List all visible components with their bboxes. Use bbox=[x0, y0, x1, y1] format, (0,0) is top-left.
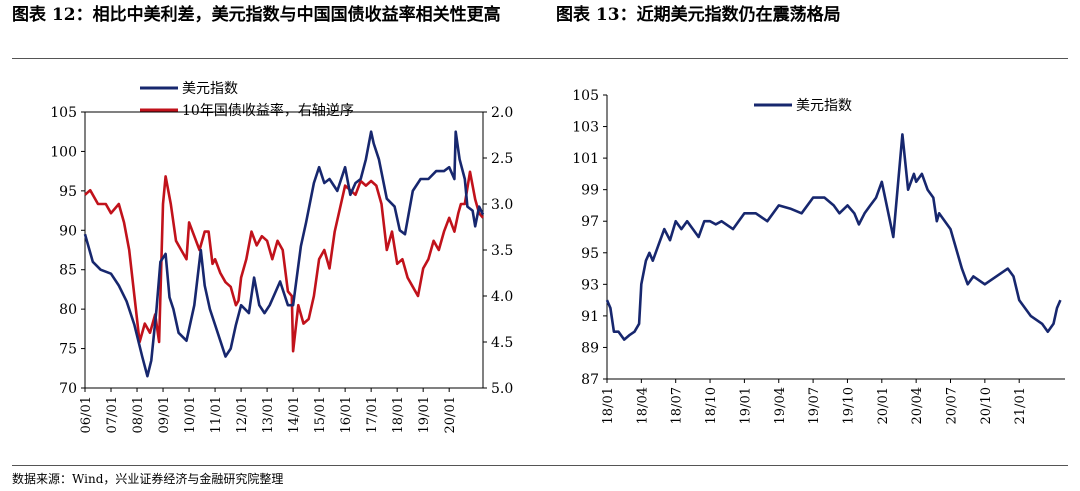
x-tick-label: 21/01 bbox=[1013, 387, 1028, 424]
y-tick-label: 87 bbox=[581, 372, 599, 388]
y-right-tick-label: 2.5 bbox=[491, 151, 513, 167]
y-tick-label: 101 bbox=[572, 151, 599, 167]
x-tick-label: 09/01 bbox=[157, 396, 172, 433]
y-tick-label: 103 bbox=[572, 120, 599, 136]
chart-title-right: 图表 13：近期美元指数仍在震荡格局 bbox=[556, 5, 841, 25]
x-tick-label: 19/01 bbox=[417, 396, 432, 433]
x-tick-label: 20/01 bbox=[876, 387, 891, 424]
x-tick-label: 07/01 bbox=[105, 396, 120, 433]
series-line-cn10y-yield bbox=[84, 170, 484, 353]
y-right-tick-label: 3.0 bbox=[491, 197, 513, 213]
y-left-tick-label: 95 bbox=[59, 184, 77, 200]
x-tick-label: 18/04 bbox=[635, 387, 650, 424]
y-left-tick-label: 70 bbox=[59, 381, 77, 397]
y-tick-label: 99 bbox=[581, 183, 599, 199]
x-tick-label: 14/01 bbox=[287, 396, 302, 433]
y-left-tick-label: 85 bbox=[59, 263, 77, 279]
x-tick-label: 20/01 bbox=[443, 396, 458, 433]
y-right-tick-label: 4.0 bbox=[491, 289, 513, 305]
y-right-tick-label: 4.5 bbox=[491, 335, 513, 351]
x-tick-label: 20/04 bbox=[910, 387, 925, 424]
y-left-tick-label: 90 bbox=[59, 223, 77, 239]
y-left-tick-label: 75 bbox=[59, 342, 77, 358]
x-tick-label: 12/01 bbox=[235, 396, 250, 433]
x-tick-label: 08/01 bbox=[131, 396, 146, 433]
x-tick-label: 15/01 bbox=[313, 396, 328, 433]
x-tick-label: 18/10 bbox=[704, 387, 719, 424]
y-tick-label: 97 bbox=[581, 214, 599, 230]
y-tick-label: 93 bbox=[581, 277, 599, 293]
x-tick-label: 10/01 bbox=[183, 396, 198, 433]
x-tick-label: 19/07 bbox=[807, 387, 822, 424]
source-note: 数据来源：Wind，兴业证券经济与金融研究院整理 bbox=[12, 472, 284, 486]
series-line-usd-index bbox=[605, 133, 1062, 341]
x-tick-label: 18/01 bbox=[391, 396, 406, 433]
series-line-usd-index bbox=[83, 130, 485, 378]
bottom-divider bbox=[12, 465, 1068, 466]
x-tick-label: 18/01 bbox=[601, 387, 616, 424]
legend-label: 10年国债收益率，右轴逆序 bbox=[182, 102, 354, 119]
y-right-tick-label: 2.0 bbox=[491, 105, 513, 121]
y-left-tick-label: 100 bbox=[50, 144, 77, 160]
x-tick-label: 06/01 bbox=[79, 396, 94, 433]
chart-title-left: 图表 12：相比中美利差，美元指数与中国国债收益率相关性更高 bbox=[12, 5, 501, 25]
x-tick-label: 17/01 bbox=[365, 396, 380, 433]
x-tick-label: 20/07 bbox=[945, 387, 960, 424]
x-tick-label: 19/01 bbox=[738, 387, 753, 424]
chart-usd-vs-cn10y: 105 100 95 90 85 80 75 70 2.0 2.5 3.0 3.5 4.0 4.5 5.0 0… bbox=[50, 81, 513, 433]
legend-label: 美元指数 bbox=[796, 98, 852, 114]
x-tick-label: 19/04 bbox=[773, 387, 788, 424]
legend-label: 美元指数 bbox=[182, 81, 238, 97]
y-left-tick-label: 80 bbox=[59, 302, 77, 318]
y-tick-label: 89 bbox=[581, 340, 599, 356]
y-tick-label: 105 bbox=[572, 88, 599, 104]
top-divider bbox=[12, 58, 1068, 60]
y-tick-label: 91 bbox=[581, 309, 599, 325]
x-tick-label: 16/01 bbox=[339, 396, 354, 433]
x-tick-label: 19/10 bbox=[841, 387, 856, 424]
y-right-tick-label: 5.0 bbox=[491, 381, 513, 397]
y-right-tick-label: 3.5 bbox=[491, 243, 513, 259]
x-tick-label: 20/10 bbox=[979, 387, 994, 424]
y-tick-label: 95 bbox=[581, 246, 599, 262]
x-tick-label: 11/01 bbox=[209, 396, 224, 433]
x-tick-label: 13/01 bbox=[261, 396, 276, 433]
y-left-tick-label: 105 bbox=[50, 105, 77, 121]
x-tick-label: 18/07 bbox=[670, 387, 685, 424]
